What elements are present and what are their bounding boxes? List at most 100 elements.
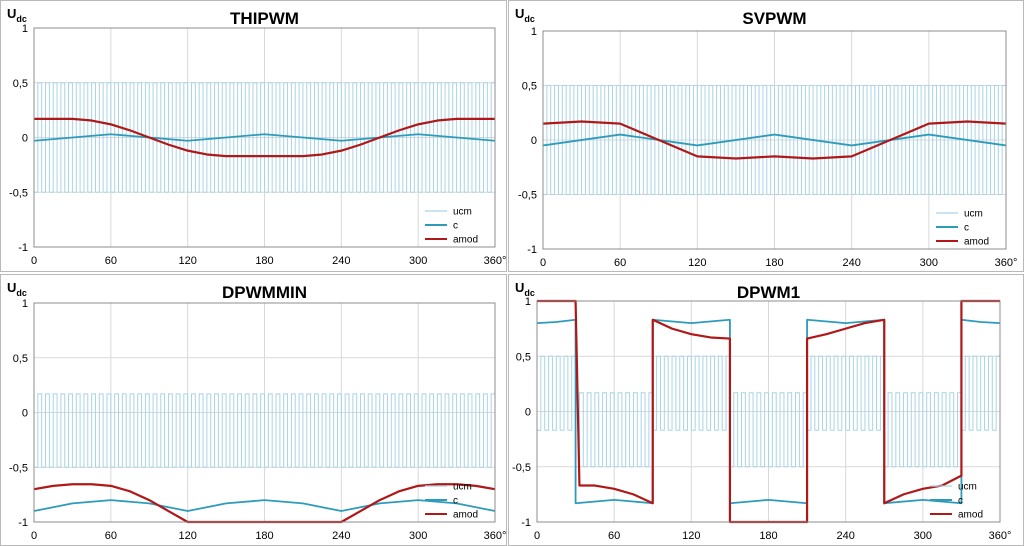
ucm-pulse bbox=[675, 355, 685, 431]
ucm-pulse bbox=[302, 82, 312, 193]
ucm-pulse bbox=[318, 82, 327, 193]
ucm-pulse bbox=[256, 393, 265, 468]
y-tick-label: 0,5 bbox=[516, 351, 531, 363]
legend-label-ucm: ucm bbox=[964, 209, 983, 220]
amod-series-line bbox=[542, 120, 1007, 160]
ucm-pulse bbox=[759, 85, 768, 195]
y-tick-label: 0 bbox=[22, 408, 28, 420]
ucm-pulse bbox=[712, 85, 721, 195]
ucm-pulse bbox=[210, 393, 219, 468]
chart-svg: 0 60 120 180 240 300 360° 1 0,5 0 -0,5 -1 THIPWM Udc u… bbox=[7, 6, 506, 267]
ucm-pulse bbox=[233, 393, 242, 468]
x-tick-label: 300 bbox=[914, 530, 932, 542]
ucm-pulse bbox=[637, 392, 646, 468]
ucm-pulse bbox=[606, 392, 615, 468]
legend-label-amod: amod bbox=[964, 237, 989, 248]
x-tick-label: 60 bbox=[608, 530, 620, 542]
ucm-pulse bbox=[774, 85, 783, 195]
x-tick-label: 360° bbox=[989, 530, 1012, 542]
ucm-pulse bbox=[683, 355, 692, 431]
ucm-pulse bbox=[729, 392, 739, 468]
ucm-pulse bbox=[349, 393, 358, 468]
ucm-pulse bbox=[264, 82, 273, 193]
chart-panel-dpwmmin: 0 60 120 180 240 300 360° 1 0,5 0 -0,5 -1 DPWMMIN Udc… bbox=[0, 274, 507, 546]
ucm-pulse bbox=[552, 355, 561, 431]
x-tick-label: 0 bbox=[31, 255, 37, 267]
ucm-pulse bbox=[487, 393, 496, 468]
ucm-pulse bbox=[614, 392, 623, 468]
ucm-pulse bbox=[814, 355, 824, 431]
ucm-pulse bbox=[843, 85, 853, 195]
ucm-pulse bbox=[689, 85, 698, 195]
ucm-pulse bbox=[110, 82, 120, 193]
ucm-pulse bbox=[195, 82, 204, 193]
ucm-pulse bbox=[735, 85, 745, 195]
ucm-pulse bbox=[264, 393, 273, 468]
ucm-pulse bbox=[681, 85, 691, 195]
x-tick-label: 240 bbox=[836, 530, 854, 542]
ucm-pulse bbox=[658, 85, 667, 195]
legend-label-amod: amod bbox=[958, 510, 983, 521]
ucm-pulse bbox=[126, 393, 135, 468]
ucm-pulse bbox=[418, 393, 427, 468]
ucm-pulse bbox=[938, 392, 947, 468]
chart-svg: 0 60 120 180 240 300 360° 1 0,5 0 -0,5 -1 DPWMMIN Udc… bbox=[7, 280, 507, 542]
ucm-series bbox=[34, 393, 496, 468]
x-tick-label: 360° bbox=[484, 530, 507, 542]
chart-panel-svpwm: 0 60 120 180 240 300 360° 1 0,5 0 -0,5 -1 SVPWM Udc uc… bbox=[508, 0, 1024, 272]
y-axis-label-subscript: dc bbox=[16, 14, 27, 24]
ucm-pulse bbox=[418, 82, 427, 193]
ucm-pulse bbox=[921, 85, 930, 195]
ucm-pulse bbox=[87, 393, 96, 468]
ucm-pulse bbox=[179, 82, 189, 193]
ucm-pulse bbox=[567, 355, 577, 431]
ucm-pulse bbox=[697, 85, 706, 195]
ucm-pulse bbox=[867, 85, 876, 195]
ucm-pulse bbox=[635, 85, 644, 195]
ucm-pulse bbox=[164, 393, 173, 468]
ucm-pulse bbox=[425, 82, 435, 193]
legend-label-amod: amod bbox=[453, 235, 478, 246]
ucm-pulse bbox=[598, 392, 607, 468]
y-tick-label: -1 bbox=[527, 244, 537, 256]
ucm-pulse bbox=[441, 393, 450, 468]
ucm-pulse bbox=[583, 392, 592, 468]
x-tick-label: 300 bbox=[409, 255, 427, 267]
y-tick-label: 0 bbox=[525, 407, 531, 419]
ucm-pulse bbox=[325, 393, 335, 468]
y-tick-label: -1 bbox=[18, 517, 28, 529]
ucm-pulse bbox=[837, 355, 847, 431]
legend-label-ucm: ucm bbox=[958, 482, 977, 493]
ucm-pulse bbox=[364, 393, 373, 468]
chart-panel-thipwm: 0 60 120 180 240 300 360° 1 0,5 0 -0,5 -1 THIPWM Udc u… bbox=[0, 0, 507, 272]
ucm-pulse bbox=[897, 85, 907, 195]
y-tick-label: -0,5 bbox=[9, 462, 28, 474]
ucm-pulse bbox=[203, 393, 212, 468]
ucm-pulse bbox=[149, 82, 158, 193]
ucm-pulse bbox=[34, 393, 43, 468]
ucm-pulse bbox=[395, 82, 404, 193]
y-tick-label: -1 bbox=[521, 517, 531, 529]
ucm-pulse bbox=[853, 355, 862, 431]
ucm-pulse bbox=[479, 393, 488, 468]
x-tick-label: 60 bbox=[105, 530, 117, 542]
x-tick-label: 240 bbox=[332, 255, 350, 267]
ucm-pulse bbox=[226, 82, 235, 193]
y-axis-label: Udc bbox=[7, 6, 27, 24]
x-tick-label: 180 bbox=[765, 257, 783, 269]
ucm-pulse bbox=[706, 355, 715, 431]
ucm-pulse bbox=[87, 82, 96, 193]
x-tick-label: 360° bbox=[995, 257, 1018, 269]
ucm-pulse bbox=[859, 85, 868, 195]
x-tick-label: 0 bbox=[540, 257, 546, 269]
ucm-pulse bbox=[272, 82, 281, 193]
ucm-pulse bbox=[356, 82, 365, 193]
ucm-pulse bbox=[783, 392, 793, 468]
y-tick-label: 0,5 bbox=[13, 78, 28, 90]
ucm-pulse bbox=[760, 392, 769, 468]
ucm-pulse bbox=[560, 355, 569, 431]
ucm-pulse bbox=[341, 82, 350, 193]
ucm-pulse bbox=[149, 393, 158, 468]
x-tick-label: 300 bbox=[920, 257, 938, 269]
x-tick-label: 240 bbox=[332, 530, 350, 542]
